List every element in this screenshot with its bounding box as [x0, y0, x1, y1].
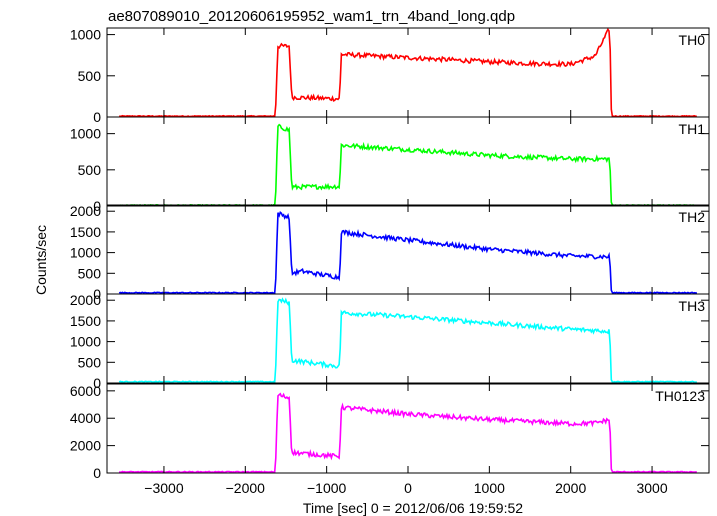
chart-title: ae807089010_20120606195952_wam1_trn_4ban…: [108, 8, 515, 25]
series-line-th0123: [118, 392, 697, 474]
y-tick-label: 1000: [70, 334, 101, 350]
y-tick-label: 500: [78, 265, 102, 281]
panel-label-th3: TH3: [679, 298, 706, 314]
panel-frame: [106, 116, 710, 207]
panels-layer: 0 500 1000 TH0 0 500 1000 TH1 0 500 1000 1500 2000 TH…: [70, 27, 710, 496]
y-tick-label: 0: [93, 375, 101, 391]
panel-th3: 0 500 1000 1500 2000 TH3: [70, 292, 710, 391]
panel-label-th1: TH1: [679, 121, 706, 137]
x-axis-label: Time [sec] 0 = 2012/06/06 19:59:52: [303, 500, 523, 516]
y-tick-label: 500: [78, 162, 102, 178]
x-tick-label: 1000: [474, 480, 505, 496]
panel-label-th2: TH2: [679, 209, 706, 225]
x-tick-label: −3000: [144, 480, 184, 496]
y-tick-label: 0: [93, 198, 101, 214]
y-tick-label: 1500: [70, 313, 101, 329]
series-line-th3: [118, 297, 698, 384]
x-tick-label: 3000: [636, 480, 667, 496]
y-tick-label: 2000: [70, 292, 101, 308]
x-tick-label: 2000: [555, 480, 586, 496]
panel-th0123: 0 2000 4000 6000 TH0123: [70, 383, 710, 481]
y-tick-label: 2000: [70, 438, 101, 454]
panel-frame: [106, 293, 710, 384]
x-tick-label: 0: [404, 480, 412, 496]
y-tick-label: 1000: [70, 27, 101, 43]
y-axis-label: Counts/sec: [33, 225, 49, 295]
y-tick-label: 0: [93, 109, 101, 125]
y-tick-label: 1000: [70, 126, 101, 142]
y-tick-label: 1000: [70, 245, 101, 261]
y-tick-label: 0: [93, 286, 101, 302]
y-tick-label: 6000: [70, 383, 101, 399]
x-tick-label: −2000: [226, 480, 266, 496]
panel-frame: [106, 27, 710, 118]
panel-frame: [106, 204, 710, 295]
series-line-th0: [118, 27, 697, 118]
x-tick-label: −1000: [307, 480, 347, 496]
y-tick-label: 500: [78, 68, 102, 84]
panel-th0: 0 500 1000 TH0: [70, 27, 710, 125]
panel-label-th0: TH0: [679, 32, 706, 48]
y-tick-label: 2000: [70, 203, 101, 219]
y-tick-label: 0: [93, 465, 101, 481]
panel-th2: 0 500 1000 1500 2000 TH2: [70, 203, 710, 302]
series-line-th1: [118, 123, 697, 207]
y-tick-label: 1500: [70, 224, 101, 240]
y-tick-label: 500: [78, 354, 102, 370]
panel-frame: [106, 383, 710, 474]
y-tick-label: 4000: [70, 410, 101, 426]
panel-th1: 0 500 1000 TH1: [70, 116, 710, 214]
series-line-th2: [118, 210, 698, 295]
panel-label-th0123: TH0123: [655, 388, 705, 404]
